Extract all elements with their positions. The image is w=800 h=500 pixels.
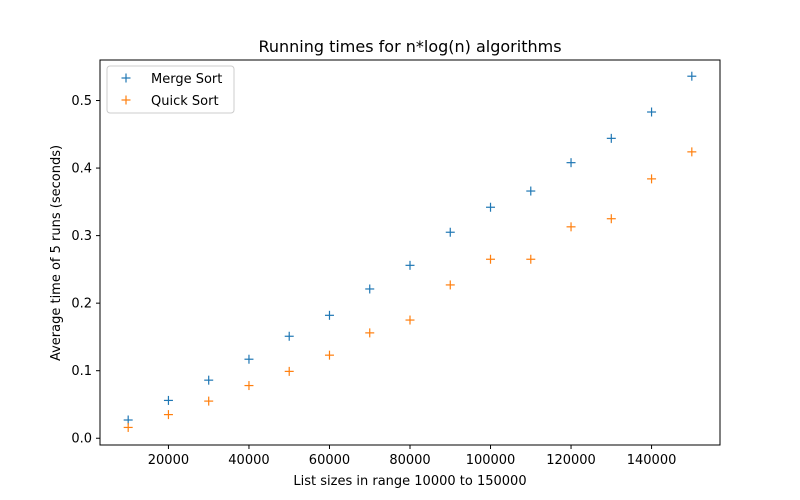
quick-sort-point xyxy=(566,222,576,232)
y-tick-label: 0.5 xyxy=(71,94,92,109)
quick-sort-point xyxy=(486,254,496,264)
chart-title: Running times for n*log(n) algorithms xyxy=(258,37,561,56)
merge-sort-point xyxy=(526,186,536,196)
quick-sort-point xyxy=(324,350,334,360)
merge-sort-point xyxy=(486,202,496,212)
quick-sort-point xyxy=(405,315,415,325)
merge-sort-point xyxy=(204,375,214,385)
quick-sort-point xyxy=(163,410,173,420)
merge-sort-point xyxy=(163,395,173,405)
y-tick-label: 0.4 xyxy=(71,162,92,177)
merge-sort-point xyxy=(566,158,576,168)
legend-marker-merge-sort xyxy=(121,73,131,83)
x-tick-label: 100000 xyxy=(466,453,516,468)
x-tick-label: 140000 xyxy=(627,453,677,468)
merge-sort-point xyxy=(284,331,294,341)
merge-sort-point xyxy=(324,310,334,320)
x-tick-label: 80000 xyxy=(389,453,430,468)
quick-sort-point xyxy=(244,381,254,391)
y-tick-label: 0.3 xyxy=(71,229,92,244)
legend-label-merge-sort: Merge Sort xyxy=(151,72,222,87)
legend-marker-quick-sort xyxy=(121,95,131,105)
merge-sort-point xyxy=(365,284,375,294)
quick-sort-point xyxy=(284,366,294,376)
merge-sort-point xyxy=(445,227,455,237)
plot-area-frame xyxy=(99,59,721,446)
x-tick-label: 20000 xyxy=(148,453,189,468)
x-tick-label: 60000 xyxy=(309,453,350,468)
merge-sort-point xyxy=(405,260,415,270)
merge-sort-point xyxy=(647,107,657,117)
quick-sort-point xyxy=(647,174,657,184)
y-axis-title: Average time of 5 runs (seconds) xyxy=(49,145,64,361)
x-axis-title: List sizes in range 10000 to 150000 xyxy=(293,474,526,489)
legend-box xyxy=(106,65,235,114)
merge-sort-point xyxy=(687,71,697,81)
quick-sort-point xyxy=(204,396,214,406)
quick-sort-point xyxy=(123,422,133,432)
quick-sort-point xyxy=(445,280,455,290)
x-tick-label: 120000 xyxy=(546,453,596,468)
merge-sort-point xyxy=(606,133,616,143)
merge-sort-point xyxy=(244,354,254,364)
quick-sort-point xyxy=(365,328,375,338)
y-tick-label: 0.1 xyxy=(71,364,92,379)
y-tick-label: 0.2 xyxy=(71,297,92,312)
legend-label-quick-sort: Quick Sort xyxy=(151,94,219,109)
x-tick-label: 40000 xyxy=(228,453,269,468)
quick-sort-point xyxy=(526,254,536,264)
quick-sort-point xyxy=(606,214,616,224)
y-tick-label: 0.0 xyxy=(71,432,92,447)
quick-sort-point xyxy=(687,147,697,157)
